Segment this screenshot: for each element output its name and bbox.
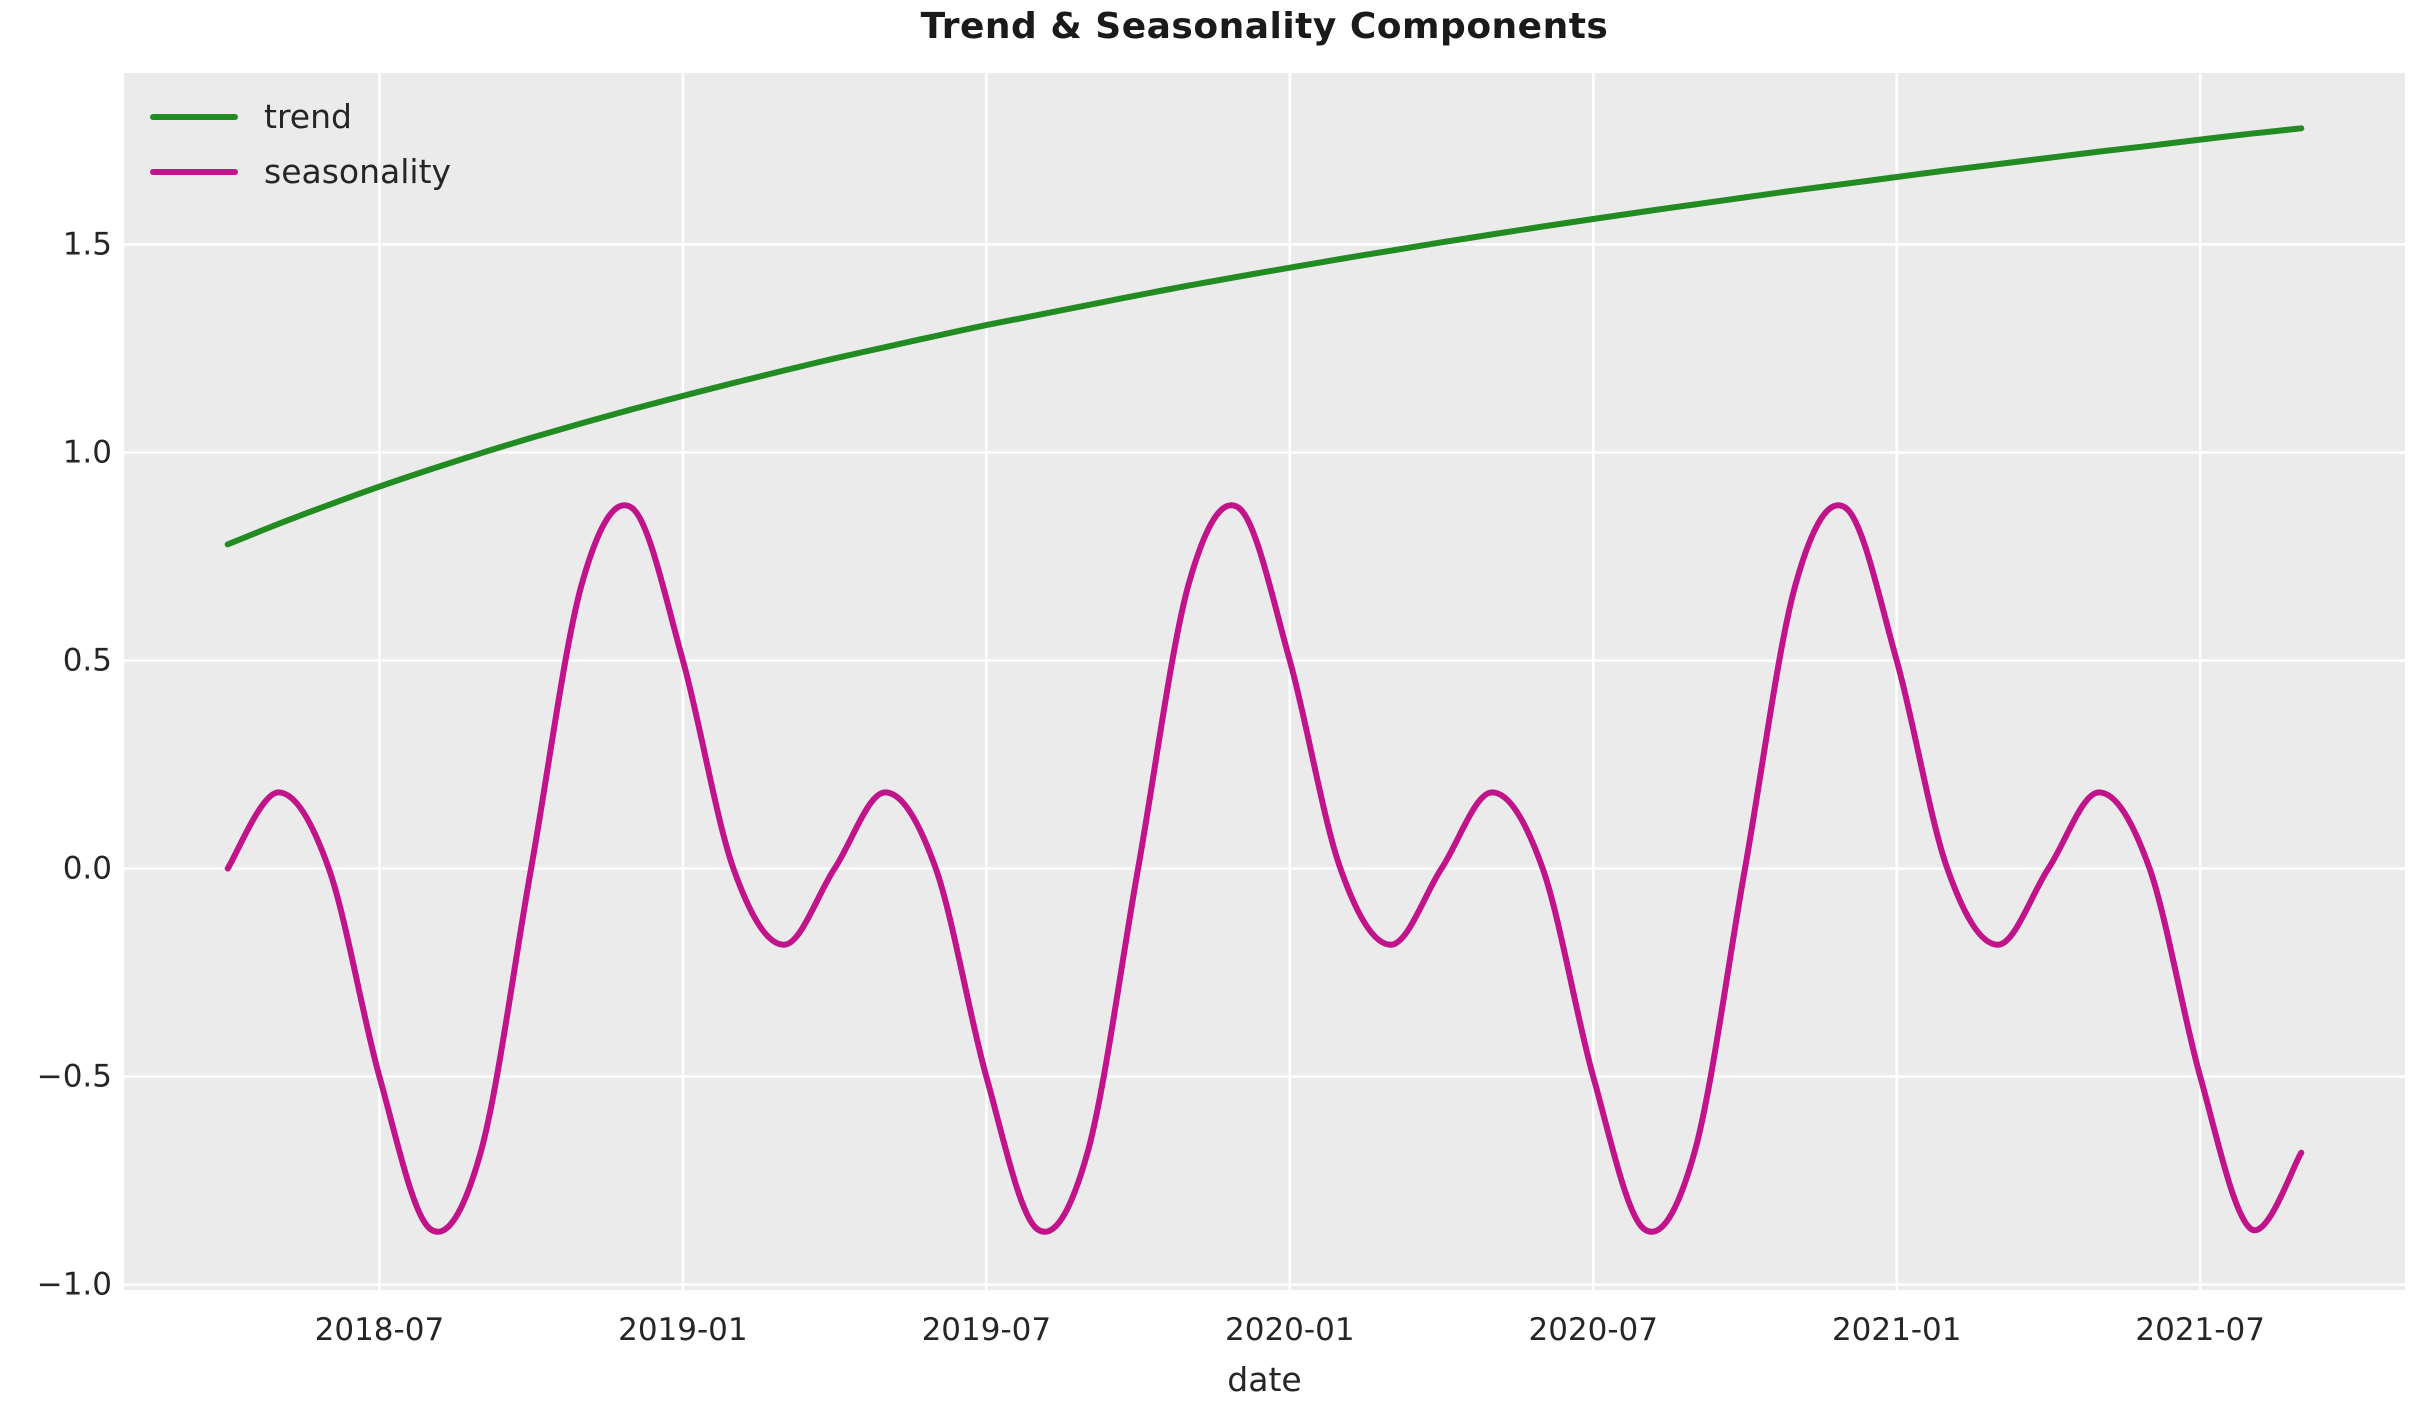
- x-axis-label: date: [1227, 1360, 1302, 1399]
- legend-label-trend: trend: [264, 97, 352, 136]
- y-tick-label: 1.0: [63, 434, 112, 470]
- trend-line: [224, 125, 2305, 548]
- seasonality-line-swatch: [150, 168, 238, 175]
- x-tick-label: 2019-07: [922, 1312, 1052, 1348]
- y-tick-label: 0.0: [63, 851, 112, 887]
- x-tick-label: 2020-07: [1528, 1312, 1658, 1348]
- x-tick-label: 2021-07: [2135, 1312, 2265, 1348]
- x-tick-label: 2018-07: [315, 1312, 445, 1348]
- legend-item-seasonality: seasonality: [150, 155, 451, 188]
- y-tick-label: −1.0: [37, 1267, 112, 1303]
- y-tick-label: −0.5: [37, 1059, 112, 1095]
- trend-line-swatch: [150, 113, 238, 120]
- plot-background: [124, 73, 2405, 1290]
- y-tick-label: 1.5: [63, 226, 112, 262]
- x-tick-label: 2019-01: [618, 1312, 748, 1348]
- y-tick-label: 0.5: [63, 642, 112, 678]
- legend: trend seasonality: [150, 100, 451, 188]
- legend-item-trend: trend: [150, 100, 451, 133]
- x-tick-label: 2021-01: [1832, 1312, 1962, 1348]
- seasonality-line: [224, 502, 2305, 1235]
- chart-title: Trend & Seasonality Components: [920, 6, 1609, 47]
- x-tick-label: 2020-01: [1225, 1312, 1355, 1348]
- legend-label-seasonality: seasonality: [264, 152, 452, 191]
